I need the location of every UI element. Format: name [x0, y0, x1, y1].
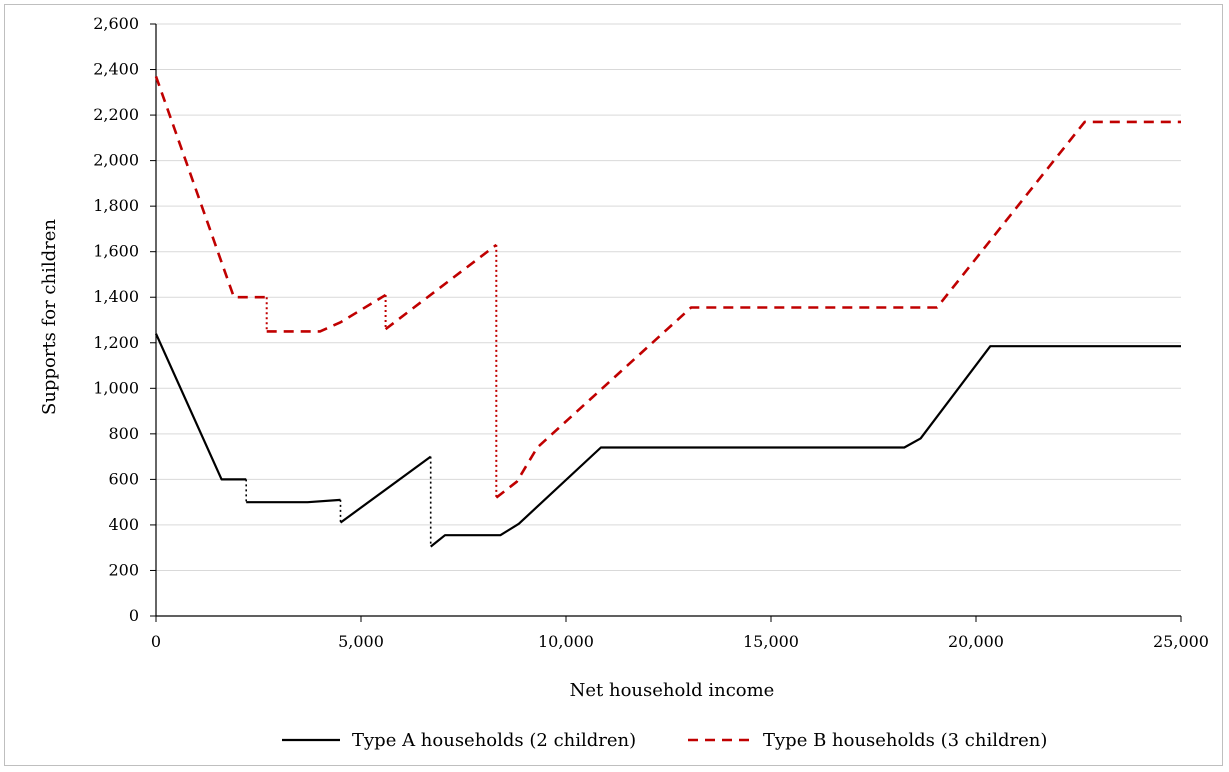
legend-label-type-b: Type B households (3 children)	[763, 730, 1047, 751]
series-type-b-segment	[266, 293, 387, 333]
x-tick-label: 20,000	[948, 632, 1004, 651]
x-tick-label: 0	[151, 632, 161, 651]
series-type-b-segment	[154, 75, 267, 299]
series-type-a-segment	[339, 455, 432, 524]
series-type-a-segment	[246, 498, 341, 504]
y-tick-label: 1,600	[93, 242, 139, 261]
y-tick-label: 1,000	[93, 378, 139, 397]
x-tick-label: 25,000	[1153, 632, 1209, 651]
legend: Type A households (2 children) Type B ho…	[282, 730, 1047, 751]
y-tick-label: 1,800	[93, 196, 139, 215]
legend-label-type-a: Type A households (2 children)	[352, 730, 636, 751]
y-tick-label: 800	[108, 424, 139, 443]
x-tick-label: 5,000	[338, 632, 384, 651]
y-axis-title: Supports for children	[39, 219, 60, 415]
y-tick-label: 400	[108, 515, 139, 534]
y-tick-label: 1,400	[93, 287, 139, 306]
series-type-a-segment	[154, 333, 247, 481]
y-tick-label: 2,000	[93, 151, 139, 170]
y-tick-label: 1,200	[93, 333, 139, 352]
chart-frame	[4, 4, 1223, 766]
y-tick-label: 600	[108, 469, 139, 488]
y-tick-label: 200	[108, 560, 139, 579]
y-tick-label: 2,400	[93, 60, 139, 79]
gridlines	[156, 23, 1181, 571]
y-tick-label: 0	[129, 606, 139, 625]
x-tick-label: 10,000	[538, 632, 594, 651]
series-type-a-segment	[430, 345, 1181, 548]
x-tick-label: 15,000	[743, 632, 799, 651]
series-type-b-segment	[495, 120, 1181, 499]
x-axis-title: Net household income	[570, 680, 775, 701]
axes: 0 200 400 600 800 1,000 1,200 1,400 1,600 1,800 2,…	[93, 14, 1209, 651]
y-tick-label: 2,600	[93, 14, 139, 33]
y-tick-label: 2,200	[93, 105, 139, 124]
series-type-b-segment	[384, 243, 498, 331]
series-lines	[154, 75, 1181, 548]
